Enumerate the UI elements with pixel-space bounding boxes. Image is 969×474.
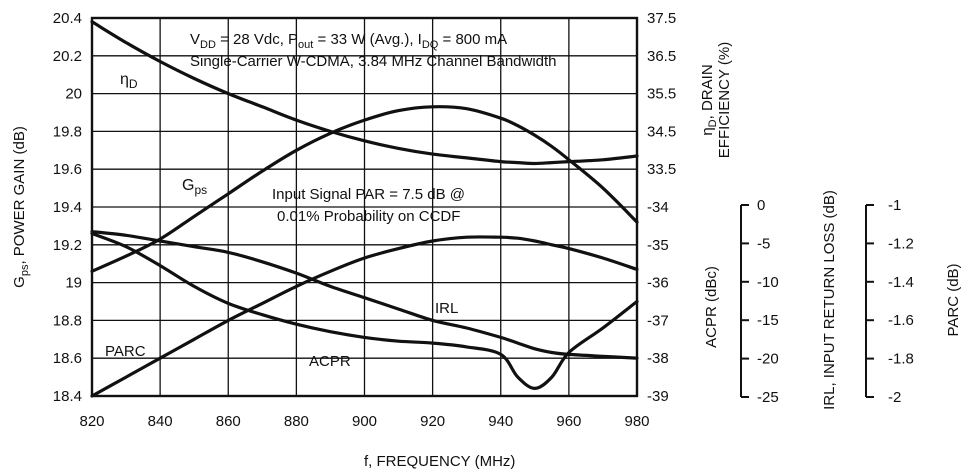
series-line-parc	[90, 235, 639, 398]
parc-axis-title: PARC (dB)	[945, 263, 962, 336]
irl-scale-label--20: -20	[757, 351, 779, 368]
acpr-tick-label--38: -38	[647, 350, 669, 367]
x-tick-label-940: 940	[488, 413, 513, 430]
label-irl: IRL	[435, 300, 458, 317]
par-line-1: Input Signal PAR = 7.5 dB @	[272, 186, 465, 203]
conditions-line-2: Single-Carrier W-CDMA, 3.84 MHz Channel …	[190, 53, 557, 70]
left-tick-label-20.2: 20.2	[53, 48, 82, 65]
x-tick-label-900: 900	[352, 413, 377, 430]
left-tick-label-18.4: 18.4	[53, 388, 82, 405]
plot-frame	[90, 16, 639, 398]
series-curves	[90, 20, 639, 398]
parc-scale-label--1.8: -1.8	[888, 351, 914, 368]
acpr-tick-label--36: -36	[647, 275, 669, 292]
irl-scale: 0 -5 -10 -15 -20 -25	[740, 197, 779, 406]
right-tick-label-36.5: 36.5	[647, 48, 676, 65]
acpr-tick-label--35: -35	[647, 237, 669, 254]
x-tick-label-860: 860	[216, 413, 241, 430]
series-line-d	[90, 20, 639, 166]
right-tick-label-37.5: 37.5	[647, 10, 676, 27]
irl-scale-label--15: -15	[757, 312, 779, 329]
right-tick-label-33.5: 33.5	[647, 161, 676, 178]
left-tick-label-18.8: 18.8	[53, 312, 82, 329]
acpr-tick-label--34: -34	[647, 199, 669, 216]
acpr-axis-title: ACPR (dBc)	[703, 266, 720, 348]
x-tick-label-880: 880	[284, 413, 309, 430]
label-gps: Gps	[182, 177, 207, 197]
parc-scale-label--1: -1	[888, 197, 901, 214]
irl-axis-title: IRL, INPUT RETURN LOSS (dB)	[821, 190, 838, 410]
acpr-tick-label--39: -39	[647, 388, 669, 405]
parc-scale-label--1.2: -1.2	[888, 235, 914, 252]
conditions-line-1: VDD = 28 Vdc, Pout = 33 W (Avg.), IDQ = …	[190, 31, 507, 51]
left-axis-title: Gps, POWER GAIN (dB)	[11, 126, 31, 288]
parc-scale-label--2: -2	[888, 389, 901, 406]
left-tick-label-19.2: 19.2	[53, 237, 82, 254]
right-axis-title-efficiency-line-2: EFFICIENCY (%)	[716, 42, 733, 158]
parc-scale: -1 -1.2 -1.4 -1.6 -1.8 -2	[865, 197, 914, 406]
right-tick-label-35.5: 35.5	[647, 86, 676, 103]
left-tick-label-19.6: 19.6	[53, 161, 82, 178]
irl-scale-label--25: -25	[757, 389, 779, 406]
grid	[91, 17, 638, 397]
acpr-tick-label--37: -37	[647, 312, 669, 329]
label-parc: PARC	[105, 343, 146, 360]
right-tick-label-34.5: 34.5	[647, 123, 676, 140]
x-tick-label-840: 840	[148, 413, 173, 430]
irl-scale-label--10: -10	[757, 274, 779, 291]
x-tick-label-920: 920	[420, 413, 445, 430]
left-tick-label-18.6: 18.6	[53, 350, 82, 367]
left-tick-label-19: 19	[65, 275, 82, 292]
series-line-irl	[90, 231, 639, 390]
left-tick-label-20.4: 20.4	[53, 10, 82, 27]
x-axis-title: f, FREQUENCY (MHz)	[364, 453, 515, 470]
tick-labels: 820 840 860 880 900 920 940 960 980 18.4 18.6 18.8 1…	[53, 10, 676, 430]
series-line-acpr	[90, 230, 639, 360]
series-line-gps	[90, 105, 639, 273]
label-eta-d: ηD	[120, 71, 138, 91]
x-tick-label-820: 820	[79, 413, 104, 430]
x-tick-label-980: 980	[624, 413, 649, 430]
parc-scale-label--1.6: -1.6	[888, 312, 914, 329]
irl-scale-label--5: -5	[757, 235, 770, 252]
left-tick-label-19.4: 19.4	[53, 199, 82, 216]
left-tick-label-19.8: 19.8	[53, 123, 82, 140]
right-axis-title-efficiency-line-1: ηD, DRAIN	[699, 64, 719, 135]
parc-scale-label--1.4: -1.4	[888, 274, 914, 291]
par-line-2: 0.01% Probability on CCDF	[277, 208, 460, 225]
label-acpr: ACPR	[309, 353, 351, 370]
irl-scale-label-0: 0	[757, 197, 765, 214]
left-tick-label-20: 20	[65, 86, 82, 103]
x-tick-label-960: 960	[556, 413, 581, 430]
